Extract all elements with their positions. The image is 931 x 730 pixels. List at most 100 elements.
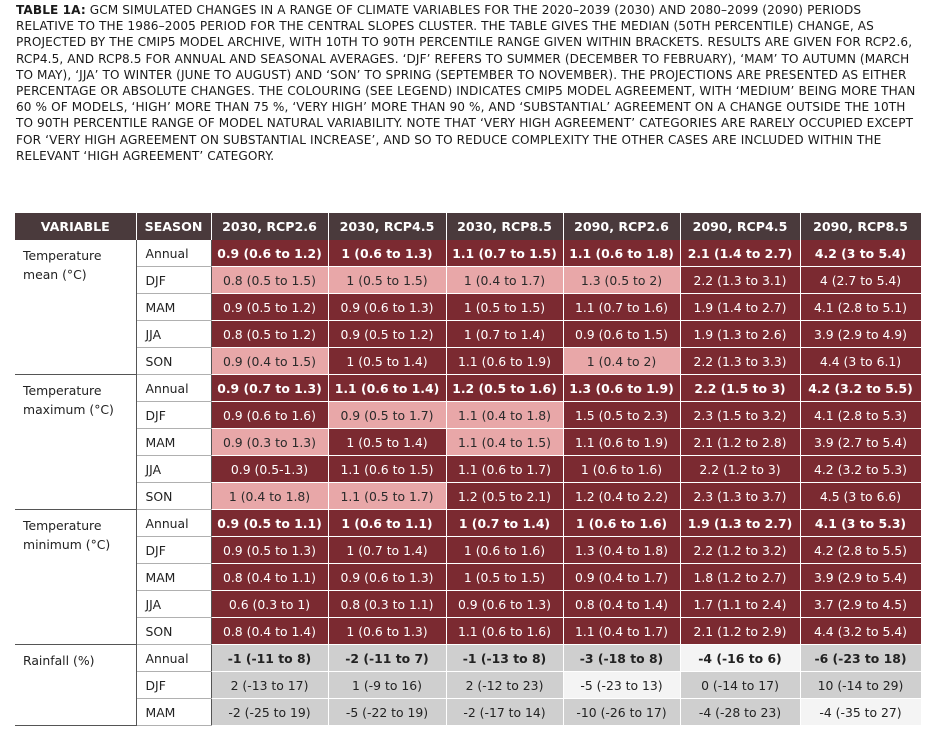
season-cell: SON xyxy=(136,482,212,510)
season-cell: Annual xyxy=(136,240,212,267)
value-cell: 0.9 (0.7 to 1.3) xyxy=(211,374,329,402)
value-cell: 1 (0.6 to 1.6) xyxy=(563,455,681,483)
season-cell: MAM xyxy=(136,293,212,321)
value-cell: -5 (-22 to 19) xyxy=(328,698,447,726)
header-variable: VARIABLE xyxy=(15,213,137,240)
value-cell: 1.9 (1.4 to 2.7) xyxy=(680,293,801,321)
value-cell: 4 (2.7 to 5.4) xyxy=(800,266,922,294)
header-2030-rcp85: 2030, RCP8.5 xyxy=(446,213,564,240)
value-cell: 2.3 (1.5 to 3.2) xyxy=(680,401,801,429)
value-cell: 1.9 (1.3 to 2.6) xyxy=(680,320,801,348)
table-row: JJA 0.8 (0.5 to 1.2) 0.9 (0.5 to 1.2) 1 (0.… xyxy=(15,320,922,348)
season-cell: SON xyxy=(136,347,212,375)
value-cell: -6 (-23 to 18) xyxy=(800,644,922,672)
value-cell: 0.9 (0.6 to 1.2) xyxy=(211,240,329,267)
value-cell: 1.1 (0.4 to 1.7) xyxy=(563,617,681,645)
value-cell: 0.9 (0.6 to 1.5) xyxy=(563,320,681,348)
header-season: SEASON xyxy=(136,213,212,240)
value-cell: 2.1 (1.2 to 2.9) xyxy=(680,617,801,645)
value-cell: 1 (0.5 to 1.4) xyxy=(328,428,447,456)
season-cell: Annual xyxy=(136,644,212,672)
value-cell: 4.2 (2.8 to 5.5) xyxy=(800,536,922,564)
value-cell: 2.2 (1.3 to 3.3) xyxy=(680,347,801,375)
value-cell: 1.1 (0.6 to 1.8) xyxy=(563,240,681,267)
value-cell: 0.9 (0.3 to 1.3) xyxy=(211,428,329,456)
value-cell: 3.7 (2.9 to 4.5) xyxy=(800,590,922,618)
value-cell: 1.1 (0.6 to 1.9) xyxy=(446,347,564,375)
header-2090-rcp85: 2090, RCP8.5 xyxy=(800,213,922,240)
value-cell: 1 (0.5 to 1.5) xyxy=(446,563,564,591)
value-cell: 1.1 (0.6 to 1.9) xyxy=(563,428,681,456)
value-cell: 1 (0.6 to 1.6) xyxy=(446,536,564,564)
value-cell: 2.3 (1.3 to 3.7) xyxy=(680,482,801,510)
value-cell: 10 (-14 to 29) xyxy=(800,671,922,699)
season-cell: MAM xyxy=(136,698,212,726)
table-row: MAM 0.8 (0.4 to 1.1) 0.9 (0.6 to 1.3) 1 (0.… xyxy=(15,563,922,591)
value-cell: -10 (-26 to 17) xyxy=(563,698,681,726)
value-cell: 0.9 (0.5-1.3) xyxy=(211,455,329,483)
value-cell: 3.9 (2.9 to 4.9) xyxy=(800,320,922,348)
season-cell: SON xyxy=(136,617,212,645)
season-cell: DJF xyxy=(136,536,212,564)
season-cell: DJF xyxy=(136,266,212,294)
value-cell: 1.3 (0.6 to 1.9) xyxy=(563,374,681,402)
variable-cell: Rainfall (%) xyxy=(15,644,137,726)
value-cell: 0.9 (0.5 to 1.2) xyxy=(328,320,447,348)
value-cell: 0.8 (0.4 to 1.4) xyxy=(563,590,681,618)
season-cell: Annual xyxy=(136,509,212,537)
value-cell: 1.1 (0.6 to 1.7) xyxy=(446,455,564,483)
table-row: DJF 2 (-13 to 17) 1 (-9 to 16) 2 (-12 to 23… xyxy=(15,671,922,699)
table-row: Temperature mean (°C) Annual 0.9 (0.6 to 1… xyxy=(15,240,922,375)
value-cell: 2.2 (1.2 to 3.2) xyxy=(680,536,801,564)
value-cell: 2 (-12 to 23) xyxy=(446,671,564,699)
value-cell: 1 (0.4 to 2) xyxy=(563,347,681,375)
value-cell: 1.2 (0.5 to 2.1) xyxy=(446,482,564,510)
value-cell: 1.1 (0.4 to 1.5) xyxy=(446,428,564,456)
value-cell: -3 (-18 to 8) xyxy=(563,644,681,672)
value-cell: 0.8 (0.5 to 1.2) xyxy=(211,320,329,348)
value-cell: 0.8 (0.5 to 1.5) xyxy=(211,266,329,294)
value-cell: 1 (0.5 to 1.5) xyxy=(446,293,564,321)
value-cell: 1.8 (1.2 to 2.7) xyxy=(680,563,801,591)
season-cell: MAM xyxy=(136,428,212,456)
value-cell: 1.3 (0.5 to 2) xyxy=(563,266,681,294)
value-cell: 3.9 (2.7 to 5.4) xyxy=(800,428,922,456)
value-cell: 0.6 (0.3 to 1) xyxy=(211,590,329,618)
value-cell: -2 (-11 to 7) xyxy=(328,644,447,672)
table-row: DJF 0.9 (0.6 to 1.6) 0.9 (0.5 to 1.7) 1.1 (… xyxy=(15,401,922,429)
table-row: SON 1 (0.4 to 1.8) 1.1 (0.5 to 1.7) 1.2 (0.… xyxy=(15,482,922,510)
table-row: SON 0.9 (0.4 to 1.5) 1 (0.5 to 1.4) 1.1 (0.… xyxy=(15,347,922,375)
season-cell: DJF xyxy=(136,401,212,429)
value-cell: 1 (0.4 to 1.7) xyxy=(446,266,564,294)
value-cell: 4.1 (2.8 to 5.3) xyxy=(800,401,922,429)
table-body: Temperature mean (°C) Annual 0.9 (0.6 to 1… xyxy=(15,240,922,726)
value-cell: 0.9 (0.5 to 1.1) xyxy=(211,509,329,537)
value-cell: 0.9 (0.4 to 1.5) xyxy=(211,347,329,375)
value-cell: 4.1 (3 to 5.3) xyxy=(800,509,922,537)
season-cell: MAM xyxy=(136,563,212,591)
table-row: Temperature minimum (°C) Annual 0.9 (0.5 t… xyxy=(15,509,922,645)
value-cell: -4 (-28 to 23) xyxy=(680,698,801,726)
value-cell: -1 (-13 to 8) xyxy=(446,644,564,672)
value-cell: 1 (0.7 to 1.4) xyxy=(328,536,447,564)
value-cell: 2.2 (1.5 to 3) xyxy=(680,374,801,402)
season-cell: DJF xyxy=(136,671,212,699)
variable-cell: Temperature maximum (°C) xyxy=(15,374,137,510)
value-cell: 4.2 (3.2 to 5.5) xyxy=(800,374,922,402)
value-cell: 1 (0.7 to 1.4) xyxy=(446,509,564,537)
value-cell: 1.3 (0.4 to 1.8) xyxy=(563,536,681,564)
table-row: Temperature maximum (°C) Annual 0.9 (0.7 t… xyxy=(15,374,922,510)
variable-cell: Temperature mean (°C) xyxy=(15,240,137,375)
climate-projection-table: VARIABLE SEASON 2030, RCP2.6 2030, RCP4.… xyxy=(15,213,922,726)
value-cell: 1 (0.5 to 1.4) xyxy=(328,347,447,375)
value-cell: 1.1 (0.7 to 1.6) xyxy=(563,293,681,321)
value-cell: 1.1 (0.6 to 1.4) xyxy=(328,374,447,402)
value-cell: 1 (0.6 to 1.3) xyxy=(328,240,447,267)
value-cell: 1.9 (1.3 to 2.7) xyxy=(680,509,801,537)
season-cell: Annual xyxy=(136,374,212,402)
value-cell: 1.5 (0.5 to 2.3) xyxy=(563,401,681,429)
value-cell: 2.2 (1.3 to 3.1) xyxy=(680,266,801,294)
value-cell: 0.8 (0.4 to 1.4) xyxy=(211,617,329,645)
value-cell: 1 (0.6 to 1.3) xyxy=(328,617,447,645)
value-cell: 1 (0.7 to 1.4) xyxy=(446,320,564,348)
